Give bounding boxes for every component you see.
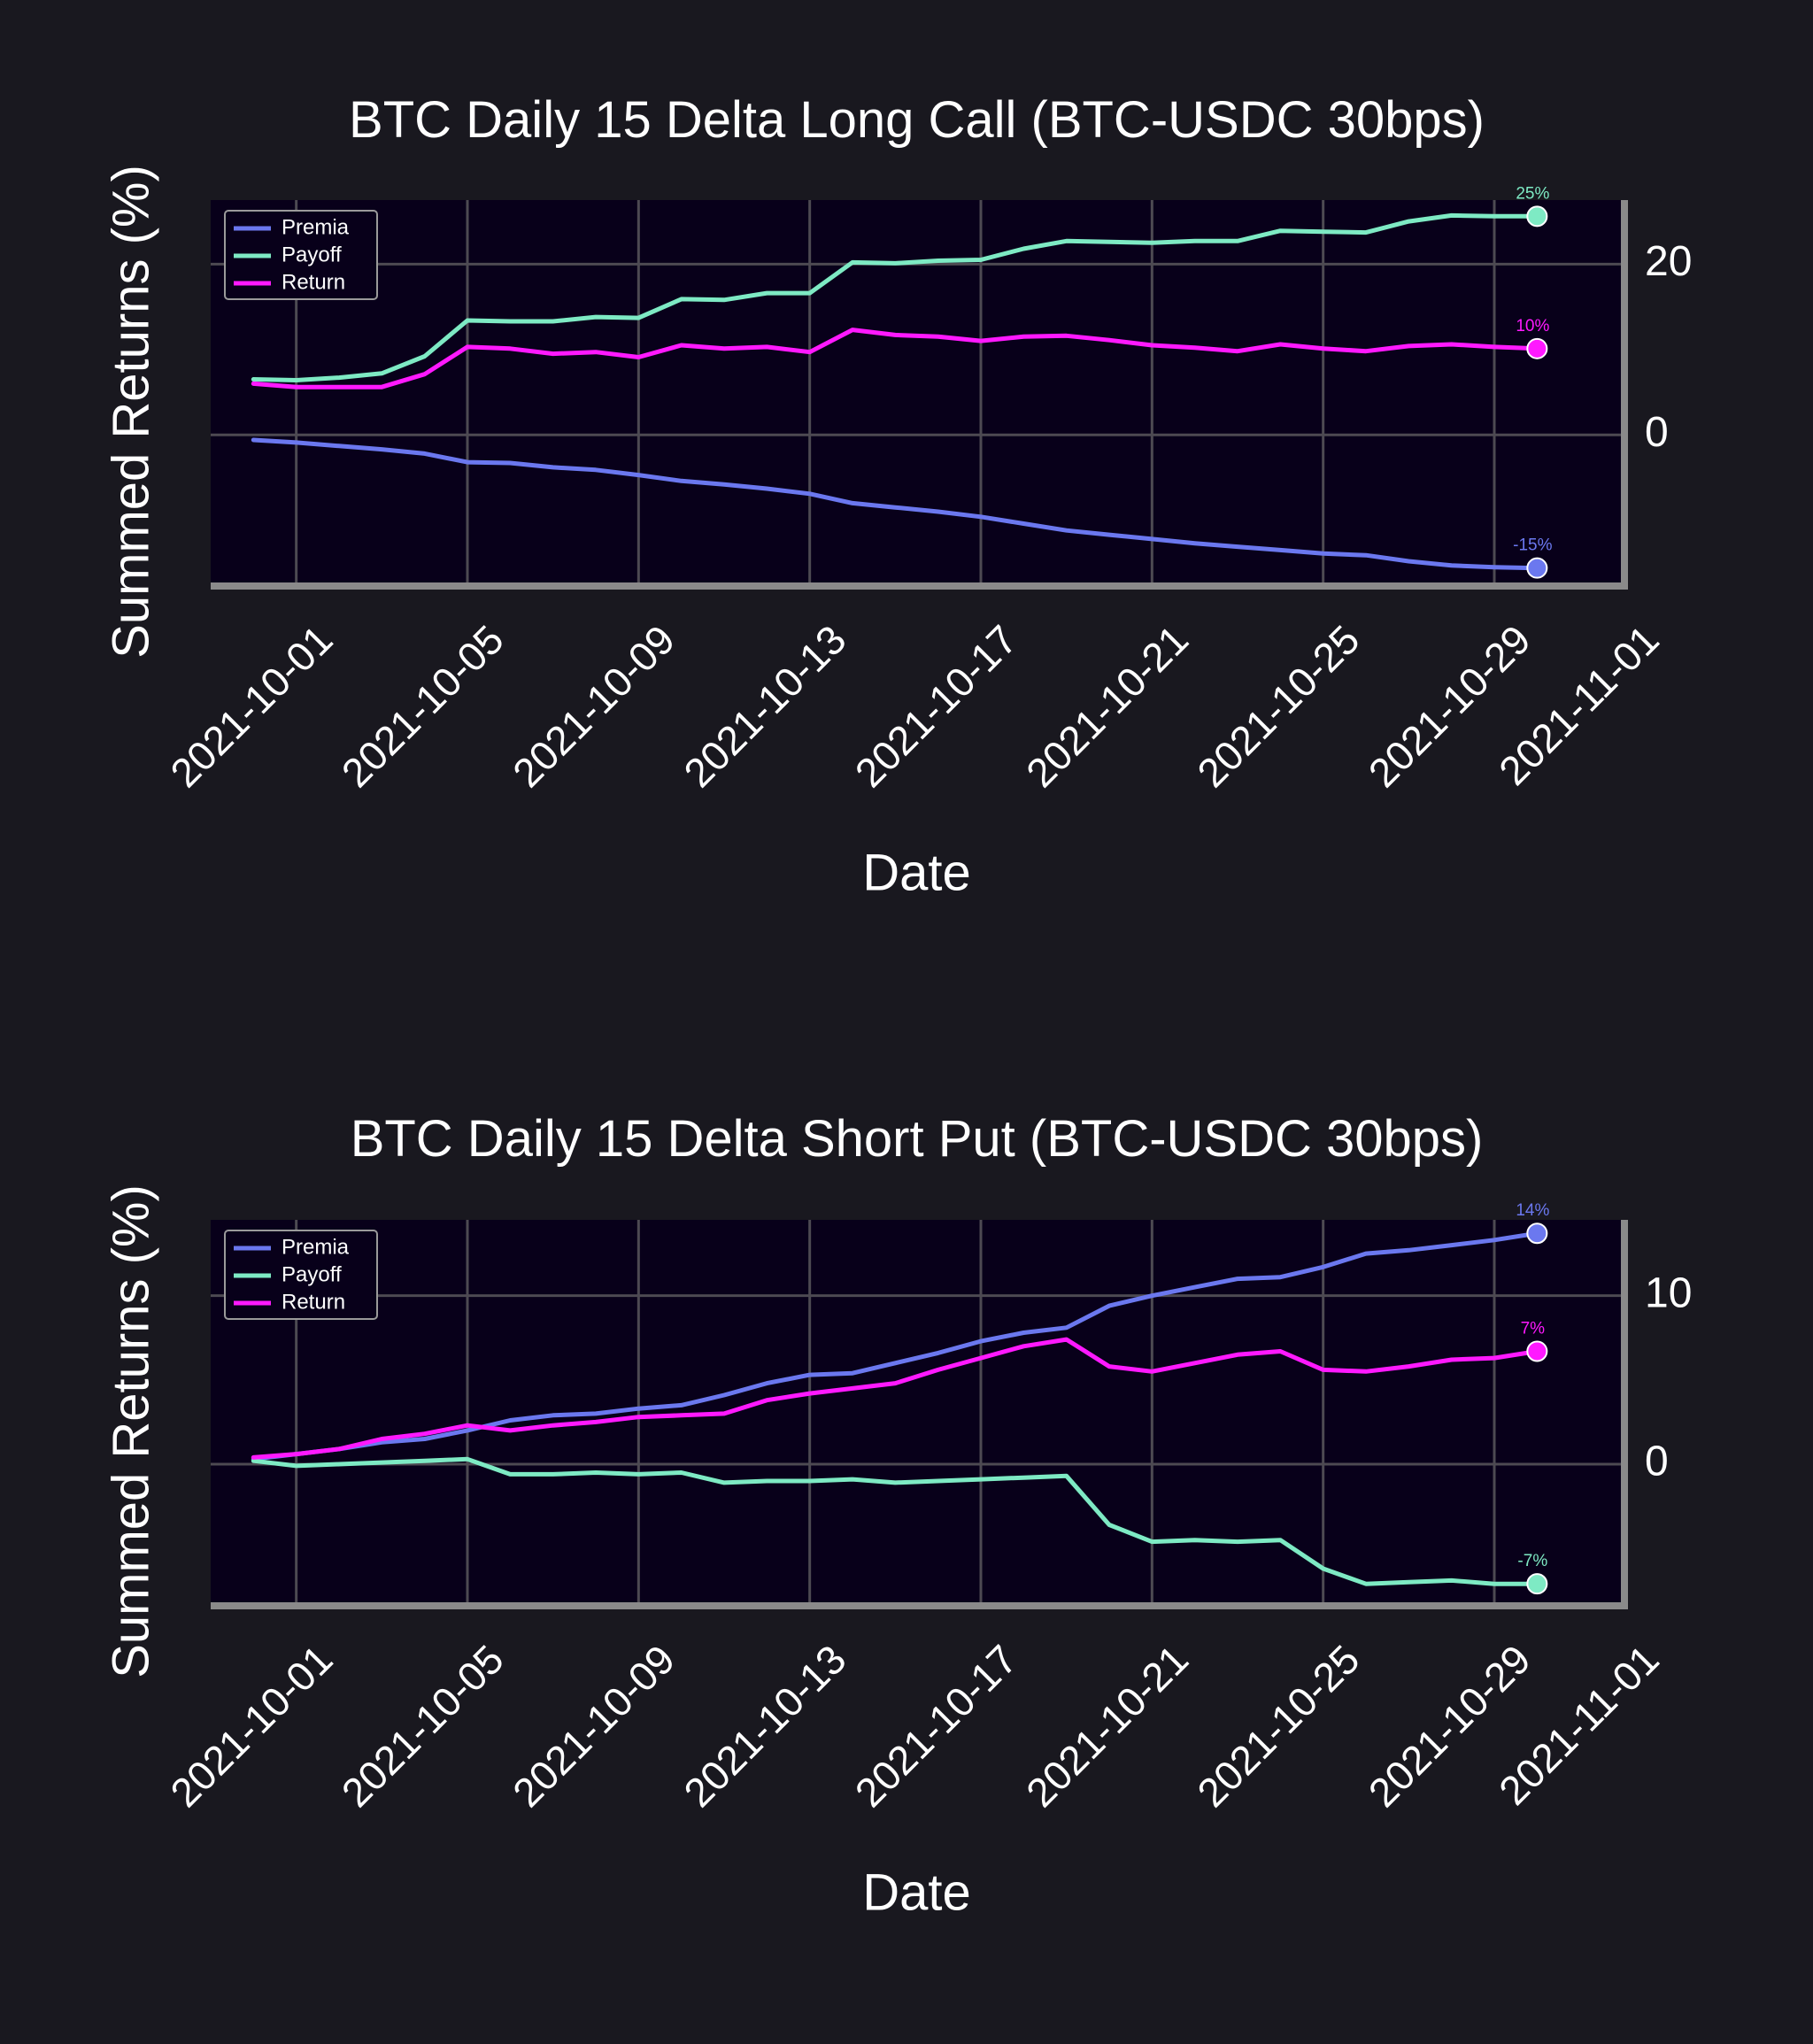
plot-area — [211, 1220, 1623, 1604]
y-axis-label: Summed Returns (%) — [102, 165, 159, 659]
series-end-marker-return — [1526, 1340, 1548, 1362]
series-end-label-payoff: 25% — [1516, 184, 1549, 203]
x-tick-label: 2021-10-17 — [846, 616, 1026, 796]
x-tick-label: 2021-10-01 — [161, 1636, 341, 1816]
x-tick-label: 2021-10-17 — [846, 1636, 1026, 1816]
legend-box — [224, 1230, 378, 1320]
series-end-marker-premia — [1526, 557, 1548, 579]
x-axis-label: Date — [862, 844, 971, 901]
series-end-marker-return — [1526, 337, 1548, 359]
y-tick-label: 10 — [1645, 1269, 1692, 1316]
x-tick-label: 2021-10-09 — [504, 616, 683, 796]
series-line-return — [251, 1337, 1539, 1460]
legend-label-payoff: Payoff — [282, 243, 342, 266]
legend-label-return: Return — [282, 1290, 345, 1314]
series-line-return — [251, 328, 1539, 390]
y-tick-label: 0 — [1645, 1439, 1669, 1485]
series-line-premia — [251, 1230, 1539, 1462]
y-tick-label: 20 — [1645, 238, 1692, 285]
legend: Premia Payoff Return — [224, 210, 378, 300]
x-axis-label: Date — [862, 1863, 971, 1921]
x-tick-label: 2021-10-13 — [675, 1636, 854, 1816]
series-end-label-return: 10% — [1516, 317, 1549, 336]
series-line-payoff — [251, 1456, 1539, 1586]
y-axis-label: Summed Returns (%) — [102, 1184, 159, 1678]
x-tick-label: 2021-10-05 — [333, 1636, 513, 1816]
legend: Premia Payoff Return — [224, 1230, 378, 1320]
legend-label-payoff: Payoff — [282, 1262, 342, 1286]
series-line-payoff — [251, 212, 1539, 382]
series-end-label-premia: 14% — [1516, 1201, 1549, 1220]
chart-title: BTC Daily 15 Delta Short Put (BTC-USDC 3… — [351, 1110, 1484, 1168]
x-tick-label: 2021-10-13 — [675, 616, 854, 796]
x-tick-label: 2021-10-09 — [504, 1636, 683, 1816]
x-tick-label: 2021-10-01 — [161, 616, 341, 796]
chart-panel-2: 2021-10-012021-10-052021-10-092021-10-13… — [102, 1110, 1692, 1921]
x-tick-label: 2021-10-25 — [1188, 616, 1368, 796]
x-tick-label: 2021-10-05 — [333, 616, 513, 796]
legend-label-return: Return — [282, 270, 345, 294]
series-line-premia — [251, 437, 1539, 571]
x-tick-label: 2021-10-21 — [1017, 1636, 1197, 1816]
x-tick-label: 2021-10-21 — [1017, 616, 1197, 796]
y-tick-label: 0 — [1645, 409, 1669, 456]
legend-label-premia: Premia — [282, 215, 350, 239]
plot-area — [211, 200, 1623, 584]
series-end-label-return: 7% — [1521, 1319, 1546, 1338]
chart-title: BTC Daily 15 Delta Long Call (BTC-USDC 3… — [349, 91, 1485, 149]
x-tick-label: 2021-10-25 — [1188, 1636, 1368, 1816]
series-end-marker-payoff — [1526, 1573, 1548, 1595]
series-end-marker-payoff — [1526, 205, 1548, 228]
legend-label-premia: Premia — [282, 1235, 350, 1259]
series-end-label-payoff: -7% — [1517, 1552, 1547, 1570]
legend-box — [224, 210, 378, 300]
chart-panel-1: 2021-10-012021-10-052021-10-092021-10-13… — [102, 91, 1692, 901]
series-end-label-premia: -15% — [1513, 536, 1552, 555]
series-end-marker-premia — [1526, 1223, 1548, 1245]
